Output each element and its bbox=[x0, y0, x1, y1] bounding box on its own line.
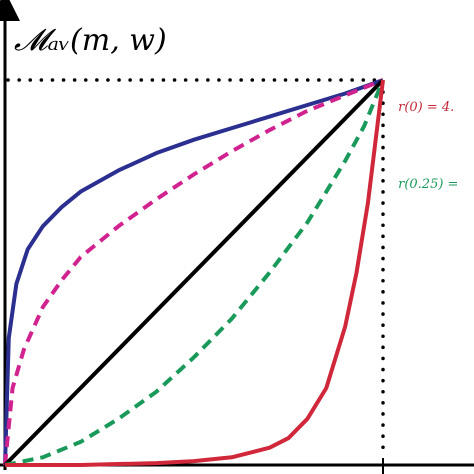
series-line-3 bbox=[4, 79, 385, 467]
series-annotation-0: r(0) = 4. bbox=[398, 100, 454, 115]
series-layer bbox=[3, 78, 385, 467]
y-axis-label: 𝓜ₐᵥ(m, w) bbox=[14, 23, 167, 58]
series-line-1 bbox=[3, 78, 384, 466]
annotation-layer: r(0) = 4. r(0.25) = bbox=[398, 100, 458, 192]
series-line-4 bbox=[5, 79, 385, 467]
series-line-2 bbox=[3, 78, 385, 467]
series-line-0 bbox=[3, 78, 384, 466]
series-annotation-1: r(0.25) = bbox=[398, 177, 458, 192]
